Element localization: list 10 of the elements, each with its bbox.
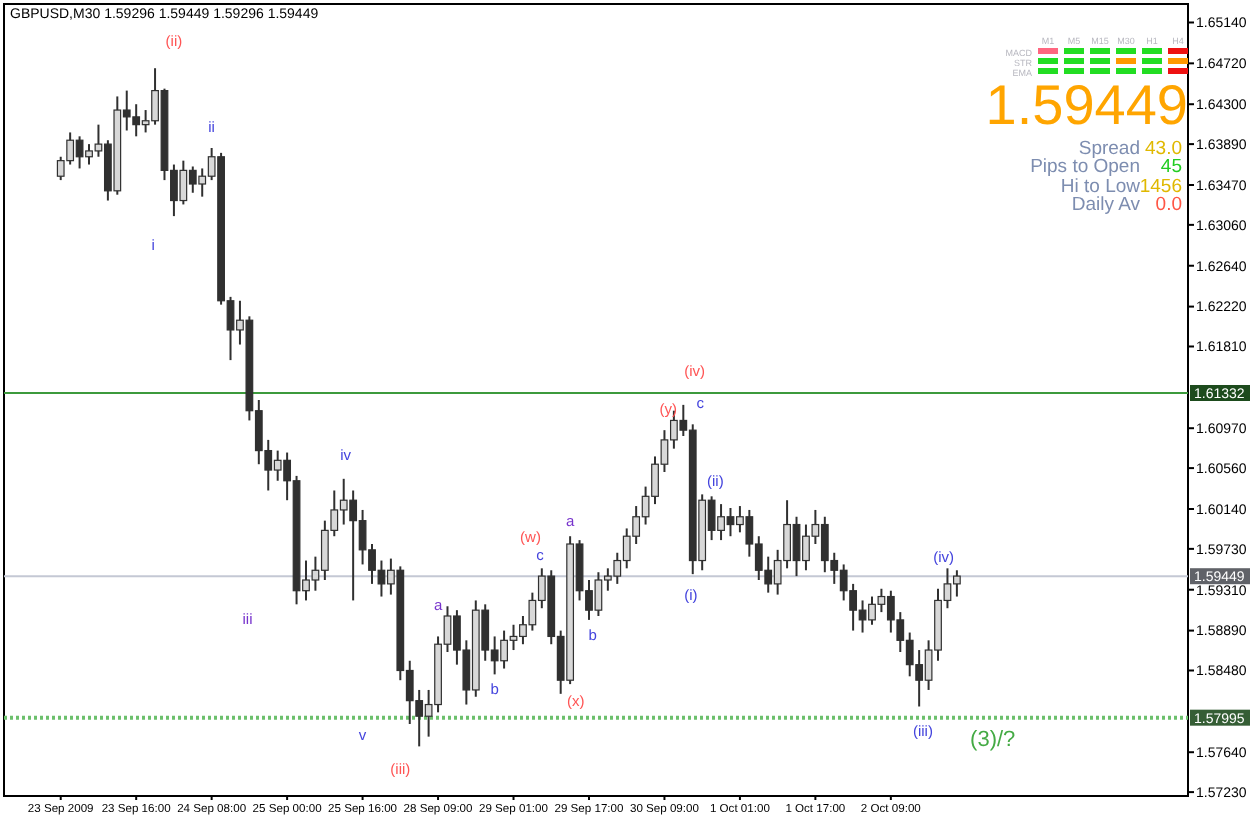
annotation: Hi to Low — [1060, 176, 1141, 198]
annotation: 45 — [1160, 156, 1182, 178]
annotation: 0.0 — [1155, 194, 1182, 216]
annotation: (3)/? — [970, 728, 1016, 752]
annotation: 43.0 — [1145, 138, 1182, 160]
annotation: 1456 — [1139, 176, 1182, 198]
annotation: 1.59449 — [985, 74, 1188, 136]
annotation: Spread — [1078, 138, 1140, 160]
annotation: Pips to Open — [1030, 156, 1140, 178]
annotation: Daily Av — [1071, 194, 1141, 216]
